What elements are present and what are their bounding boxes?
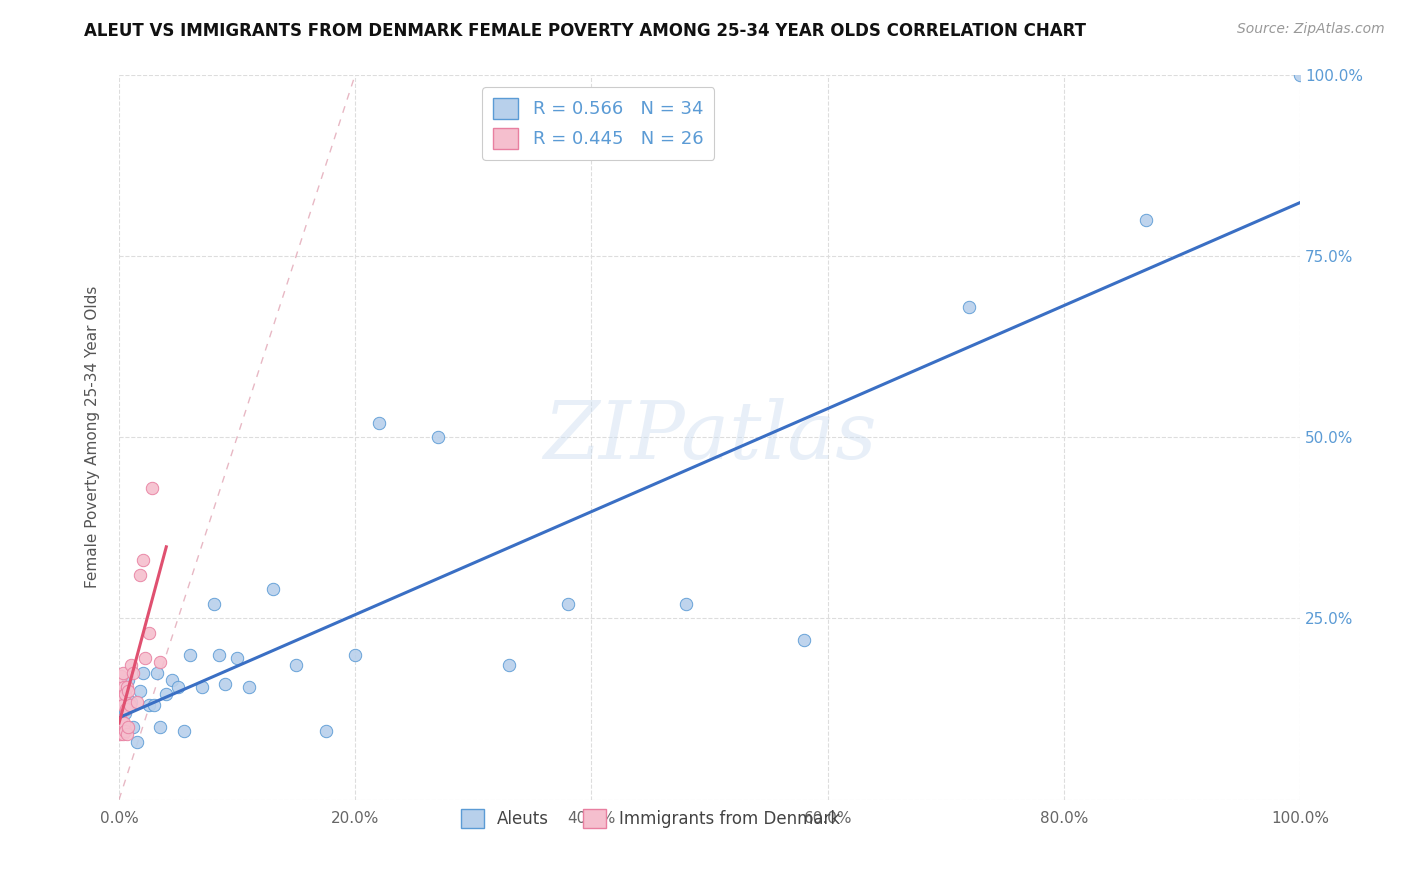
Point [173,723,195,738]
Point [344,648,367,662]
Point [114,723,136,738]
Point [134,651,156,665]
Point [1135,212,1157,227]
Y-axis label: Female Poverty Among 25-34 Year Olds: Female Poverty Among 25-34 Year Olds [86,285,100,588]
Text: ZIPatlas: ZIPatlas [543,398,876,475]
Point [498,658,520,673]
Point [262,582,284,597]
Point [122,720,145,734]
Point [238,680,260,694]
Point [179,648,201,662]
Point [120,658,142,673]
Point [111,727,134,741]
Point [117,727,139,741]
Text: Source: ZipAtlas.com: Source: ZipAtlas.com [1237,22,1385,37]
Point [115,702,138,716]
Point [557,597,579,611]
Point [190,680,212,694]
Point [367,416,389,430]
Point [112,680,135,694]
Point [167,680,190,694]
Point [110,669,132,683]
Legend: Aleuts, Immigrants from Denmark: Aleuts, Immigrants from Denmark [454,802,846,835]
Point [793,633,815,648]
Point [426,430,449,444]
Point [149,655,172,669]
Point [117,673,139,687]
Point [111,665,134,680]
Point [146,665,169,680]
Point [675,597,697,611]
Point [131,665,153,680]
Point [285,658,308,673]
Point [118,698,141,713]
Point [125,695,148,709]
Point [149,720,172,734]
Point [110,727,132,741]
Point [114,706,136,720]
Point [160,673,183,687]
Point [138,625,160,640]
Point [214,676,236,690]
Point [957,300,980,314]
Point [129,567,152,582]
Point [143,698,166,713]
Point [117,680,139,694]
Point [114,687,136,701]
Point [111,698,134,713]
Point [141,481,163,495]
Text: ALEUT VS IMMIGRANTS FROM DENMARK FEMALE POVERTY AMONG 25-34 YEAR OLDS CORRELATIO: ALEUT VS IMMIGRANTS FROM DENMARK FEMALE … [84,22,1087,40]
Point [112,716,135,731]
Point [208,648,231,662]
Point [155,687,177,701]
Point [122,665,145,680]
Point [138,698,160,713]
Point [110,687,132,701]
Point [125,734,148,748]
Point [117,720,139,734]
Point [202,597,225,611]
Point [131,553,153,567]
Point [129,683,152,698]
Point [1289,68,1312,82]
Point [117,683,139,698]
Point [120,695,142,709]
Point [226,651,249,665]
Point [110,713,132,727]
Point [315,723,337,738]
